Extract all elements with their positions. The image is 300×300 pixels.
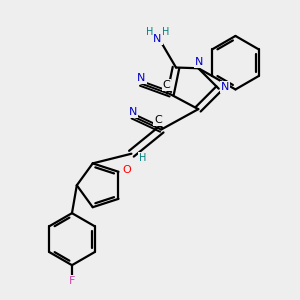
Text: N: N <box>221 82 230 92</box>
Text: H: H <box>162 27 169 37</box>
Text: N: N <box>137 73 146 83</box>
Text: C: C <box>154 115 162 125</box>
Text: F: F <box>69 276 75 286</box>
Text: N: N <box>195 57 204 67</box>
Text: H: H <box>139 153 146 163</box>
Text: O: O <box>122 164 131 175</box>
Text: N: N <box>129 107 137 117</box>
Text: N: N <box>153 34 162 44</box>
Text: C: C <box>163 80 171 90</box>
Text: H: H <box>146 27 153 37</box>
